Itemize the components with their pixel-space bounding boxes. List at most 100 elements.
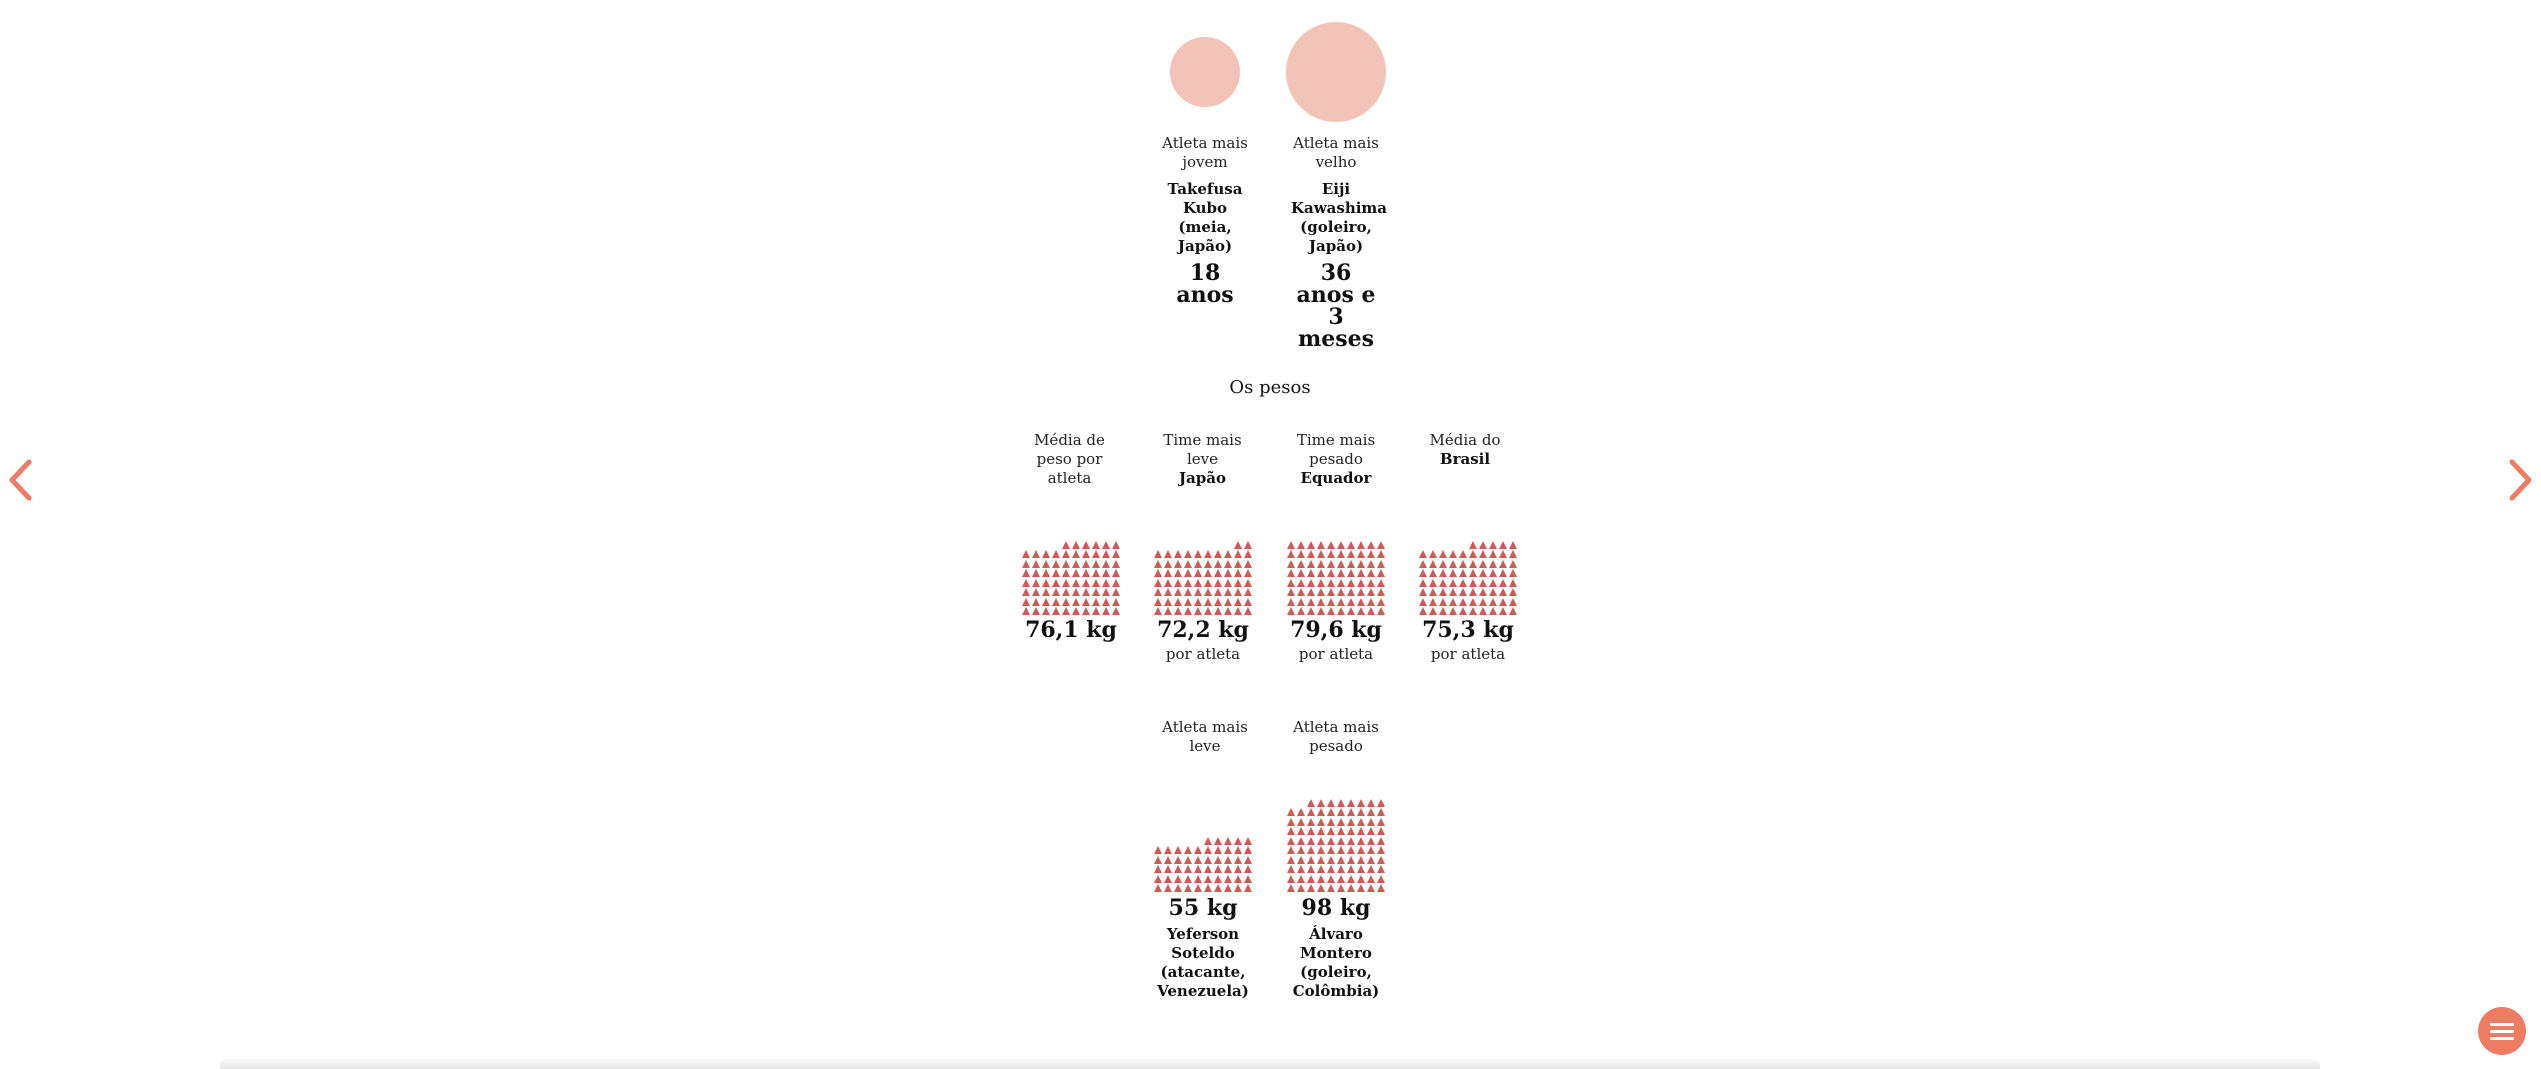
person-weight-icon xyxy=(1233,864,1243,874)
person-weight-icon xyxy=(1376,835,1386,845)
person-weight-icon xyxy=(1296,826,1306,836)
person-weight-icon xyxy=(1213,873,1223,883)
hamburger-menu-icon xyxy=(2490,1029,2514,1033)
person-weight-icon xyxy=(1306,549,1316,559)
person-weight-icon xyxy=(1213,577,1223,587)
person-weight-icon xyxy=(1468,587,1478,597)
person-weight-icon xyxy=(1478,606,1488,616)
person-weight-icon xyxy=(1286,816,1296,826)
person-weight-icon xyxy=(1468,549,1478,559)
person-weight-icon xyxy=(1326,864,1336,874)
person-weight-icon xyxy=(1203,596,1213,606)
person-weight-icon xyxy=(1306,596,1316,606)
person-weight-icon xyxy=(1346,606,1356,616)
person-weight-icon xyxy=(1488,568,1498,578)
person-weight-icon xyxy=(1478,587,1488,597)
person-weight-icon xyxy=(1448,549,1458,559)
person-weight-icon xyxy=(1101,587,1111,597)
person-weight-icon xyxy=(1286,864,1296,874)
person-weight-icon xyxy=(1173,558,1183,568)
person-weight-icon xyxy=(1243,577,1253,587)
person-weight-icon xyxy=(1091,558,1101,568)
person-weight-icon xyxy=(1183,845,1193,855)
person-weight-icon xyxy=(1153,873,1163,883)
person-weight-icon xyxy=(1418,549,1428,559)
person-weight-icon xyxy=(1346,816,1356,826)
person-weight-icon xyxy=(1306,558,1316,568)
person-weight-icon xyxy=(1366,558,1376,568)
person-weight-icon xyxy=(1233,845,1243,855)
person-weight-icon xyxy=(1021,577,1031,587)
person-weight-icon xyxy=(1081,577,1091,587)
person-weight-icon xyxy=(1366,854,1376,864)
person-weight-icon xyxy=(1203,587,1213,597)
person-weight-icon xyxy=(1173,864,1183,874)
person-weight-icon xyxy=(1173,854,1183,864)
person-weight-icon xyxy=(1376,539,1386,549)
menu-button[interactable] xyxy=(2478,1007,2526,1055)
team-stat-label-1: Time mais leve Japão xyxy=(1160,431,1245,488)
person-weight-icon xyxy=(1458,549,1468,559)
person-weight-icon xyxy=(1203,873,1213,883)
person-weight-icon xyxy=(1438,568,1448,578)
person-weight-icon xyxy=(1346,845,1356,855)
person-weight-icon xyxy=(1163,568,1173,578)
person-weight-icon xyxy=(1438,549,1448,559)
person-weight-icon xyxy=(1203,854,1213,864)
person-weight-icon xyxy=(1428,549,1438,559)
person-weight-icon xyxy=(1316,873,1326,883)
person-weight-icon xyxy=(1213,587,1223,597)
person-weight-icon xyxy=(1101,539,1111,549)
person-weight-icon xyxy=(1306,568,1316,578)
person-weight-icon xyxy=(1111,539,1121,549)
person-weight-icon xyxy=(1223,835,1233,845)
hamburger-menu-icon xyxy=(2490,1022,2514,1026)
person-weight-icon xyxy=(1071,558,1081,568)
person-weight-icon xyxy=(1376,826,1386,836)
person-weight-icon xyxy=(1041,596,1051,606)
person-weight-icon xyxy=(1346,558,1356,568)
person-weight-icon xyxy=(1316,797,1326,807)
person-weight-icon xyxy=(1071,596,1081,606)
person-weight-icon xyxy=(1031,558,1041,568)
person-weight-icon xyxy=(1183,864,1193,874)
person-weight-icon xyxy=(1153,549,1163,559)
person-weight-icon xyxy=(1316,549,1326,559)
next-slide-button[interactable] xyxy=(2501,455,2541,505)
person-weight-icon xyxy=(1316,568,1326,578)
team-weight-grid-0 xyxy=(1021,520,1121,615)
person-weight-icon xyxy=(1286,596,1296,606)
person-weight-icon xyxy=(1346,797,1356,807)
youngest-label: Atleta mais jovem xyxy=(1162,134,1248,171)
person-weight-icon xyxy=(1223,587,1233,597)
person-weight-icon xyxy=(1111,577,1121,587)
person-weight-icon xyxy=(1488,539,1498,549)
person-weight-icon xyxy=(1326,854,1336,864)
person-weight-icon xyxy=(1041,568,1051,578)
person-weight-icon xyxy=(1223,596,1233,606)
person-weight-icon xyxy=(1163,606,1173,616)
person-weight-icon xyxy=(1498,577,1508,587)
person-weight-icon xyxy=(1193,568,1203,578)
person-weight-icon xyxy=(1111,606,1121,616)
team-weight-grid-3 xyxy=(1418,520,1518,615)
person-weight-icon xyxy=(1296,807,1306,817)
person-weight-icon xyxy=(1041,606,1051,616)
person-weight-icon xyxy=(1306,606,1316,616)
person-weight-icon xyxy=(1223,854,1233,864)
person-weight-icon xyxy=(1376,568,1386,578)
person-weight-icon xyxy=(1366,539,1376,549)
person-weight-icon xyxy=(1243,864,1253,874)
person-weight-icon xyxy=(1326,558,1336,568)
prev-slide-button[interactable] xyxy=(0,455,40,505)
person-weight-icon xyxy=(1356,587,1366,597)
person-weight-icon xyxy=(1061,577,1071,587)
person-weight-icon xyxy=(1356,549,1366,559)
person-weight-icon xyxy=(1071,549,1081,559)
person-weight-icon xyxy=(1508,577,1518,587)
person-weight-icon xyxy=(1326,883,1336,893)
person-weight-icon xyxy=(1418,587,1428,597)
person-weight-icon xyxy=(1326,816,1336,826)
person-weight-icon xyxy=(1326,568,1336,578)
person-weight-icon xyxy=(1061,596,1071,606)
